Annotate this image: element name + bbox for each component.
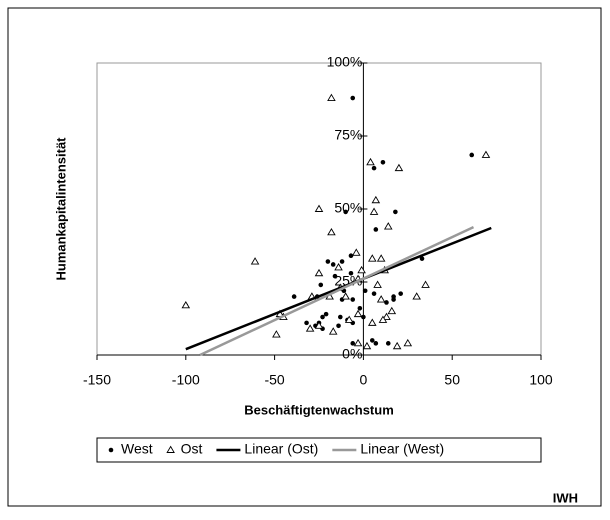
data-point (341, 292, 350, 300)
data-point (325, 259, 331, 264)
y-tick-label: 100% (327, 54, 363, 70)
source: IWH (553, 490, 578, 505)
data-point (343, 209, 348, 215)
data-point (334, 263, 343, 271)
data-point (385, 341, 391, 346)
data-point (373, 341, 379, 346)
data-point (250, 257, 260, 265)
x-tick-label: 0 (360, 372, 368, 388)
data-point (362, 288, 368, 294)
data-point (305, 324, 315, 332)
data-point (394, 163, 404, 172)
legend-label: Linear (Ost) (244, 441, 318, 457)
trend-line (185, 226, 492, 351)
data-point (376, 254, 386, 262)
y-tick-label: 0% (342, 346, 362, 362)
data-point (332, 273, 338, 279)
data-point (336, 323, 341, 329)
data-point (382, 312, 391, 320)
data-point (371, 291, 377, 296)
data-point (320, 314, 325, 320)
data-point (383, 222, 393, 230)
x-tick-label: -50 (264, 372, 284, 388)
y-tick-label: 50% (334, 200, 362, 216)
x-tick-label: -100 (172, 372, 200, 388)
y-axis-title: Humankapitalintensität (53, 137, 68, 281)
x-tick-label: 50 (444, 372, 460, 388)
data-point (357, 305, 363, 311)
data-point (371, 165, 377, 171)
data-point (272, 330, 281, 338)
data-point (373, 280, 382, 288)
legend-label: West (121, 441, 153, 457)
data-point (350, 297, 356, 302)
data-point (392, 341, 402, 350)
data-point (362, 341, 372, 350)
x-axis-title: Beschäftigtenwachstum (244, 402, 394, 417)
legend-label: Ost (181, 441, 203, 457)
data-point (393, 209, 398, 215)
data-point (181, 300, 191, 309)
data-point (398, 291, 403, 296)
data-point (367, 254, 377, 262)
data-point (352, 248, 361, 256)
data-point (339, 259, 345, 264)
legend-label: Linear (West) (360, 441, 444, 457)
y-tick-label: 75% (334, 127, 362, 143)
data-point (350, 95, 356, 101)
data-point (412, 292, 421, 300)
data-point (353, 338, 363, 347)
data-point (348, 270, 354, 276)
data-point (369, 338, 375, 343)
x-tick-label: -150 (83, 372, 111, 388)
trend-line (199, 225, 475, 357)
data-point (419, 256, 425, 261)
data-point (350, 341, 356, 346)
legend-swatch (108, 447, 114, 453)
data-point (348, 253, 354, 259)
data-point (387, 306, 397, 315)
data-point (330, 262, 336, 267)
data-point (291, 294, 297, 299)
y-tick-label: 25% (334, 273, 362, 289)
data-point (338, 314, 343, 320)
legend-swatch (166, 445, 175, 453)
data-point (304, 320, 309, 326)
data-point (328, 327, 338, 335)
data-point (318, 282, 324, 288)
data-point (366, 157, 375, 166)
data-point (369, 207, 379, 215)
data-point (314, 204, 324, 212)
data-point (371, 195, 381, 204)
data-point (373, 227, 379, 232)
data-point (323, 311, 329, 317)
data-point (403, 338, 413, 347)
data-point (357, 265, 366, 274)
data-point (469, 152, 475, 158)
legend-box (96, 437, 542, 463)
data-point (481, 150, 491, 158)
data-point (378, 315, 388, 323)
data-point (376, 295, 386, 303)
data-point (353, 309, 363, 318)
data-point (314, 321, 324, 329)
data-point (327, 227, 336, 236)
data-point (361, 314, 366, 320)
data-point (421, 280, 430, 288)
x-tick-label: 100 (529, 372, 553, 388)
data-point (384, 300, 389, 305)
data-point (391, 297, 396, 302)
data-point (380, 159, 386, 165)
data-point (367, 318, 377, 326)
data-point (327, 93, 336, 101)
data-point (314, 268, 324, 277)
data-point (344, 315, 354, 323)
